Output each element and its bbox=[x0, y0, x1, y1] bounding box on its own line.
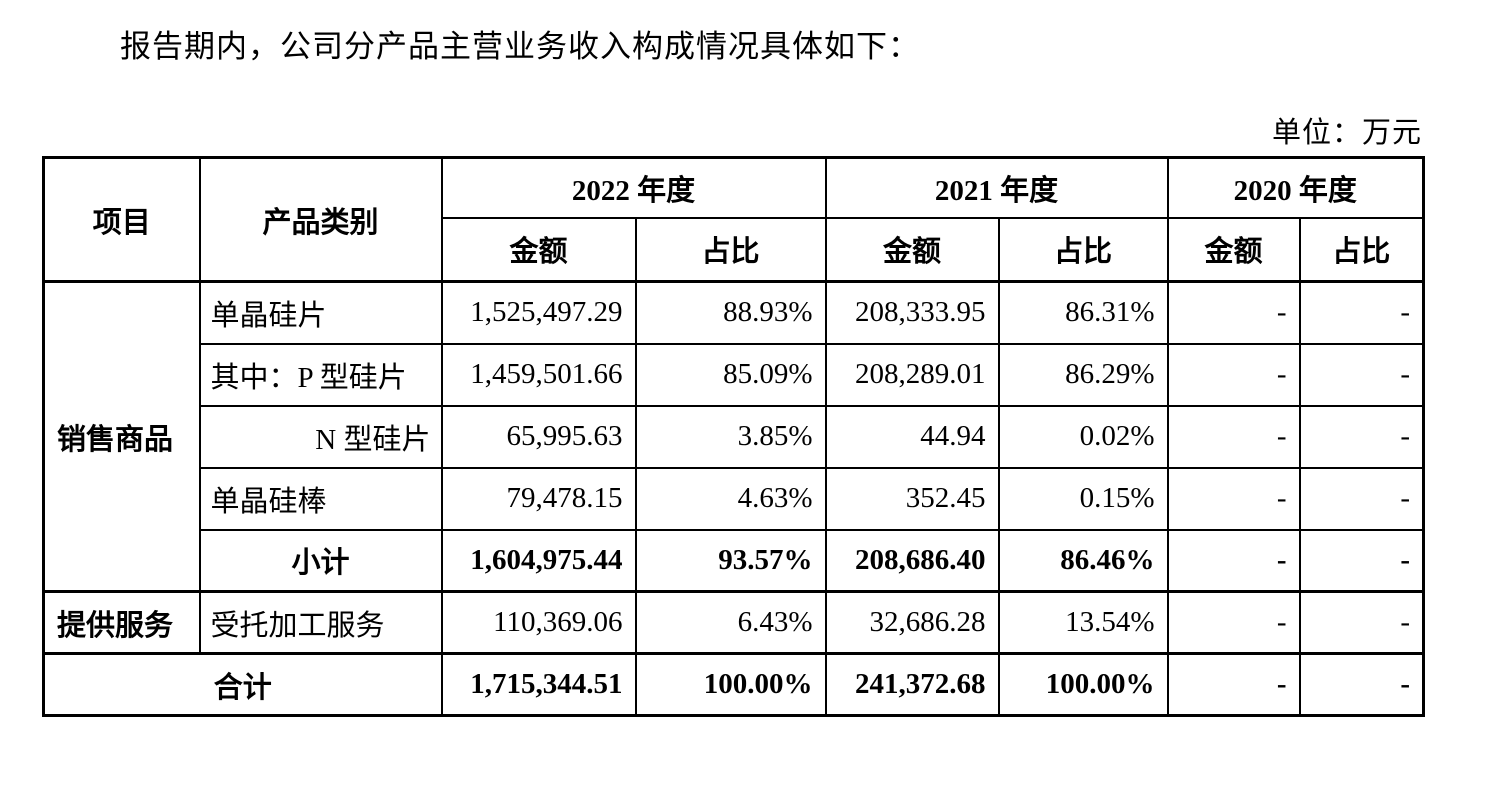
total-row: 合计 1,715,344.51 100.00% 241,372.68 100.0… bbox=[42, 652, 1425, 717]
ratio-2022-cell: 88.93% bbox=[634, 280, 827, 345]
ratio-2021-cell: 100.00% bbox=[997, 652, 1169, 717]
ratio-2022-cell: 6.43% bbox=[634, 590, 827, 655]
ratio-2020-cell: - bbox=[1298, 280, 1425, 345]
col-header-year-2022: 2022 年度 bbox=[440, 156, 827, 219]
amount-2022-cell: 110,369.06 bbox=[440, 590, 637, 655]
ratio-2022-cell: 3.85% bbox=[634, 404, 827, 469]
col-header-amount-2022: 金额 bbox=[440, 216, 637, 283]
group-label-services: 提供服务 bbox=[42, 590, 201, 655]
amount-2020-cell: - bbox=[1166, 280, 1301, 345]
table-row: 单晶硅棒 79,478.15 4.63% 352.45 0.15% - - bbox=[44, 466, 1425, 531]
amount-2021-cell: 241,372.68 bbox=[824, 652, 1000, 717]
amount-2020-cell: - bbox=[1166, 404, 1301, 469]
amount-2021-cell: 44.94 bbox=[824, 404, 1000, 469]
amount-2021-cell: 352.45 bbox=[824, 466, 1000, 531]
col-header-amount-2021: 金额 bbox=[824, 216, 1000, 283]
category-cell: N 型硅片 bbox=[198, 404, 443, 469]
ratio-2022-cell: 85.09% bbox=[634, 342, 827, 407]
amount-2022-cell: 1,604,975.44 bbox=[440, 528, 637, 593]
col-header-ratio-2022: 占比 bbox=[634, 216, 827, 283]
amount-2021-cell: 208,686.40 bbox=[824, 528, 1000, 593]
ratio-2021-cell: 13.54% bbox=[997, 590, 1169, 655]
ratio-2022-cell: 4.63% bbox=[634, 466, 827, 531]
ratio-2021-cell: 86.46% bbox=[997, 528, 1169, 593]
amount-2021-cell: 32,686.28 bbox=[824, 590, 1000, 655]
group-label-goods: 销售商品 bbox=[42, 280, 201, 593]
revenue-composition-table: 项目 产品类别 2022 年度 2021 年度 2020 年度 金额 占比 金额… bbox=[42, 156, 1426, 718]
ratio-2021-cell: 86.29% bbox=[997, 342, 1169, 407]
col-header-year-2020: 2020 年度 bbox=[1166, 156, 1425, 219]
ratio-2020-cell: - bbox=[1298, 466, 1425, 531]
total-label-cell: 合计 bbox=[42, 652, 443, 717]
ratio-2022-cell: 93.57% bbox=[634, 528, 827, 593]
intro-paragraph: 报告期内，公司分产品主营业务收入构成情况具体如下： bbox=[120, 29, 920, 64]
amount-2021-cell: 208,333.95 bbox=[824, 280, 1000, 345]
col-header-item: 项目 bbox=[42, 156, 201, 283]
category-cell: 单晶硅棒 bbox=[198, 466, 443, 531]
subtotal-row: 小计 1,604,975.44 93.57% 208,686.40 86.46%… bbox=[44, 528, 1425, 593]
table-row: N 型硅片 65,995.63 3.85% 44.94 0.02% - - bbox=[44, 404, 1425, 469]
category-cell: 其中：P 型硅片 bbox=[198, 342, 443, 407]
col-header-ratio-2020: 占比 bbox=[1298, 216, 1425, 283]
col-header-category: 产品类别 bbox=[198, 156, 443, 283]
amount-2022-cell: 79,478.15 bbox=[440, 466, 637, 531]
category-cell: 小计 bbox=[198, 528, 443, 593]
table-row: 销售商品 单晶硅片 1,525,497.29 88.93% 208,333.95… bbox=[42, 280, 1425, 593]
category-cell: 受托加工服务 bbox=[198, 590, 443, 655]
amount-2020-cell: - bbox=[1166, 342, 1301, 407]
amount-2022-cell: 1,715,344.51 bbox=[440, 652, 637, 717]
ratio-2020-cell: - bbox=[1298, 652, 1425, 717]
table-row: 提供服务 受托加工服务 110,369.06 6.43% 32,686.28 1… bbox=[42, 590, 1425, 655]
ratio-2021-cell: 86.31% bbox=[997, 280, 1169, 345]
col-header-amount-2020: 金额 bbox=[1166, 216, 1301, 283]
col-header-ratio-2021: 占比 bbox=[997, 216, 1169, 283]
amount-2022-cell: 1,459,501.66 bbox=[440, 342, 637, 407]
ratio-2020-cell: - bbox=[1298, 590, 1425, 655]
amount-2020-cell: - bbox=[1166, 590, 1301, 655]
ratio-2021-cell: 0.02% bbox=[997, 404, 1169, 469]
amount-2021-cell: 208,289.01 bbox=[824, 342, 1000, 407]
ratio-2020-cell: - bbox=[1298, 404, 1425, 469]
unit-label: 单位：万元 bbox=[1271, 117, 1422, 150]
category-cell: 单晶硅片 bbox=[198, 280, 443, 345]
ratio-2021-cell: 0.15% bbox=[997, 466, 1169, 531]
ratio-2020-cell: - bbox=[1298, 342, 1425, 407]
ratio-2022-cell: 100.00% bbox=[634, 652, 827, 717]
amount-2022-cell: 65,995.63 bbox=[440, 404, 637, 469]
amount-2022-cell: 1,525,497.29 bbox=[440, 280, 637, 345]
table-row: 其中：P 型硅片 1,459,501.66 85.09% 208,289.01 … bbox=[44, 342, 1425, 407]
amount-2020-cell: - bbox=[1166, 652, 1301, 717]
ratio-2020-cell: - bbox=[1298, 528, 1425, 593]
amount-2020-cell: - bbox=[1166, 528, 1301, 593]
amount-2020-cell: - bbox=[1166, 466, 1301, 531]
col-header-year-2021: 2021 年度 bbox=[824, 156, 1169, 219]
